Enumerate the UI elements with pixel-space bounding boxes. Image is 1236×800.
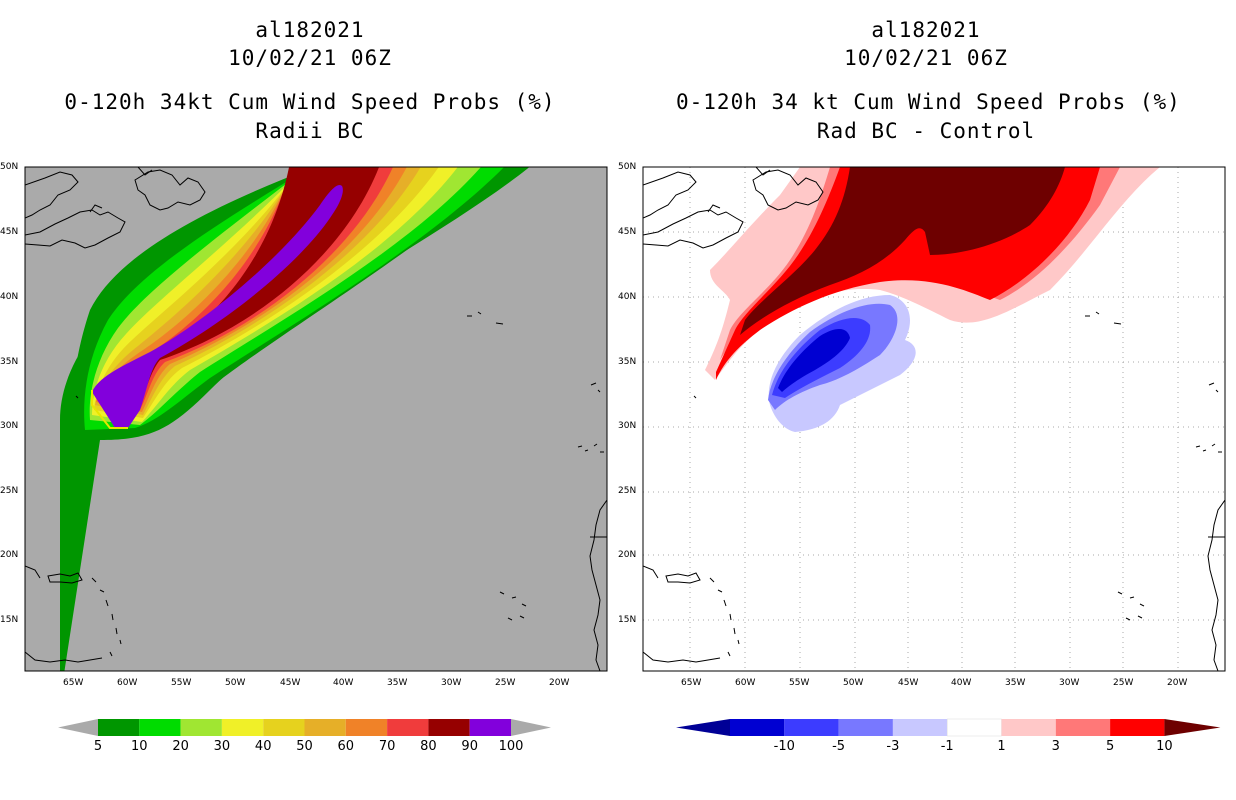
left-colorbar-label: 5 [94,739,102,754]
left-colorbar-label: 60 [338,739,355,754]
left-colorbar-label: 50 [296,739,313,754]
right-lon-label: 30W [1059,678,1080,688]
left-title-product: 0-120h 34kt Cum Wind Speed Probs (%) [64,90,556,114]
left-colorbar-swatch [263,719,305,736]
left-lon-label: 20W [549,678,570,688]
right-colorbar-swatch [1001,719,1056,736]
right-colorbar: -10 -5 -3 -1 1 3 5 10 [676,718,1221,754]
left-colorbar-label: 30 [214,739,231,754]
right-colorbar-label: 5 [1106,739,1114,754]
left-lon-label: 25W [495,678,516,688]
left-colorbar: 5 10 20 30 40 50 60 70 80 90 100 [58,719,551,754]
right-lon-label: 60W [735,678,756,688]
left-lon-label: 60W [117,678,138,688]
right-colorbar-label: -3 [886,739,899,754]
right-graticule [643,167,1225,671]
right-colorbar-under-triangle [676,719,730,736]
left-lon-label: 35W [387,678,408,688]
right-colorbar-swatch [838,719,893,736]
left-lon-label: 65W [63,678,84,688]
left-colorbar-under-triangle [58,719,98,736]
right-lon-label: 55W [789,678,810,688]
left-colorbar-swatch [139,719,181,736]
right-colorbar-label: 1 [997,739,1005,754]
right-colorbar-over-triangle [1164,719,1221,736]
left-colorbar-label: 80 [420,739,437,754]
left-colorbar-swatch [98,719,140,736]
right-map-panel [642,166,1226,672]
right-lat-label: 50N [618,162,637,172]
right-lat-label: 25N [618,486,637,496]
left-colorbar-label: 90 [461,739,478,754]
left-map-frame [24,166,608,672]
right-colorbar-label: -10 [774,739,795,754]
left-lat-label: 30N [0,421,19,431]
left-title-experiment: Radii BC [255,119,365,143]
left-colorbar-label: 20 [172,739,189,754]
left-colorbar-swatch [469,719,511,736]
right-colorbar-label: -1 [941,739,954,754]
right-lon-label: 40W [951,678,972,688]
left-colorbar-label: 10 [131,739,148,754]
left-lat-label: 15N [0,615,19,625]
left-title-datetime: 10/02/21 06Z [228,46,392,70]
right-lat-label: 45N [618,227,637,237]
left-colorbar-over-triangle [511,719,551,736]
right-difference-shading [643,167,1225,671]
left-map-panel [24,166,608,672]
right-colorbar-swatch [892,719,948,736]
left-title-storm-id: al182021 [255,18,365,42]
right-colorbar-swatch [730,719,785,736]
right-lat-label: 30N [618,421,637,431]
left-colorbar-swatch [221,719,264,736]
right-lat-label: 35N [618,357,637,367]
right-lon-label: 65W [681,678,702,688]
left-probability-shading [25,167,607,671]
right-colorbar-label: -5 [832,739,845,754]
left-colorbar-label: 40 [255,739,272,754]
right-colorbar-label: 3 [1052,739,1060,754]
left-colorbar-label: 100 [499,739,524,754]
right-title-storm-id: al182021 [871,18,981,42]
left-lon-label: 50W [225,678,246,688]
left-colorbar-swatch [428,719,470,736]
left-lon-label: 30W [441,678,462,688]
right-lat-label: 20N [618,550,637,560]
right-title-datetime: 10/02/21 06Z [844,46,1008,70]
right-lon-label: 50W [843,678,864,688]
left-lat-label: 45N [0,227,19,237]
right-colorbar-swatch [1055,719,1111,736]
left-lat-label: 50N [0,162,19,172]
left-lon-label: 45W [280,678,301,688]
right-lat-label: 15N [618,615,637,625]
right-colorbar-label: 10 [1156,739,1173,754]
right-colorbar-swatch [784,719,839,736]
right-colorbar-swatch [1110,719,1165,736]
right-colorbar-swatch [946,718,1002,737]
left-colorbar-swatch [387,719,429,736]
left-colorbar-label: 70 [379,739,396,754]
right-title-experiment: Rad BC - Control [816,119,1036,143]
right-map-frame [642,166,1226,672]
right-title-product: 0-120h 34 kt Cum Wind Speed Probs (%) [676,90,1181,114]
left-colorbar-swatch [304,719,346,736]
left-colorbar-swatch [180,719,222,736]
left-colorbar-swatch [345,719,388,736]
right-lon-label: 45W [898,678,919,688]
left-lat-label: 20N [0,550,19,560]
left-lat-label: 40N [0,292,19,302]
left-lat-label: 35N [0,357,19,367]
left-lat-label: 25N [0,486,19,496]
left-lon-label: 55W [171,678,192,688]
left-lon-label: 40W [333,678,354,688]
right-lon-label: 25W [1113,678,1134,688]
right-lon-label: 35W [1005,678,1026,688]
right-lat-label: 40N [618,292,637,302]
right-lon-label: 20W [1167,678,1188,688]
